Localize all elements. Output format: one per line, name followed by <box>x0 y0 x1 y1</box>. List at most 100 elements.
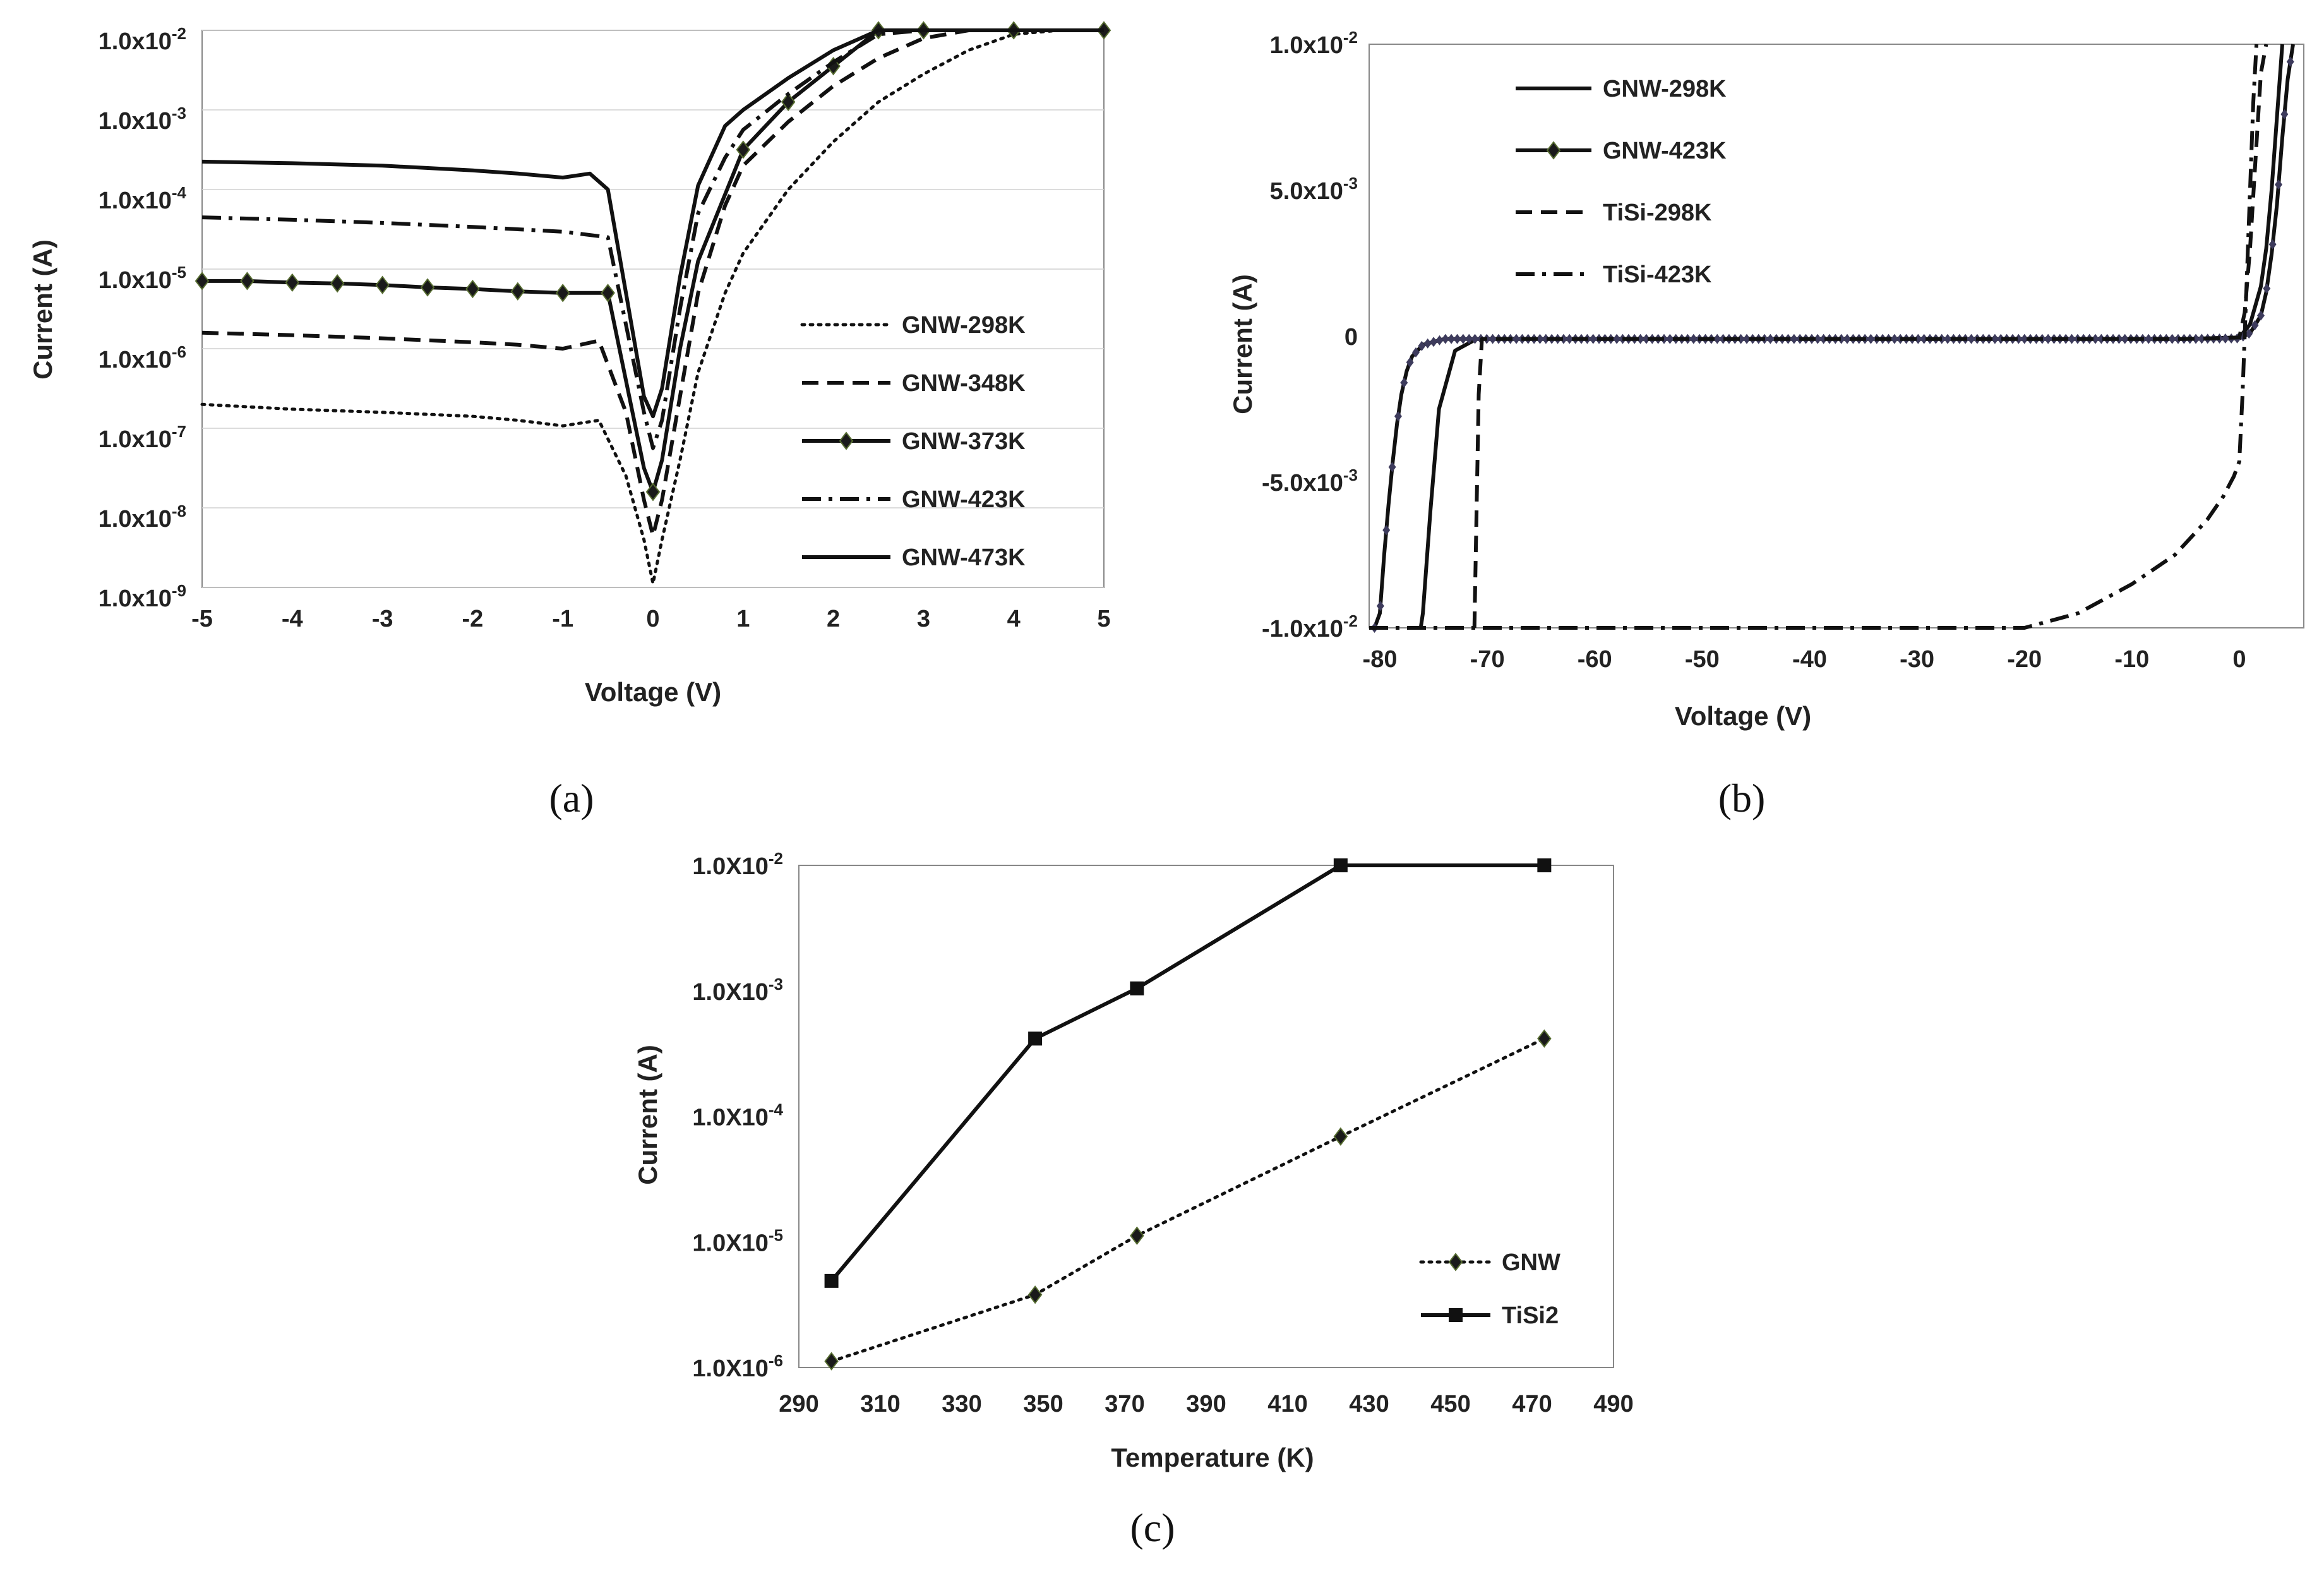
y-axis-label-b: Current (A) <box>1228 274 1257 414</box>
x-tick-label-a: 5 <box>1097 606 1110 632</box>
panel-b: -80 -70 -60 -50 -40 -30 -20 -10 0 1.0x10-2 5.0x10… <box>1228 28 2304 821</box>
x-tick-label-c: 330 <box>942 1391 981 1417</box>
legend-marker-b-GNW-423K <box>1546 141 1561 160</box>
marker-b-GNW-423K <box>2097 334 2105 344</box>
marker-b-GNW-423K <box>1819 334 1828 344</box>
marker-b-GNW-423K <box>2168 334 2176 344</box>
marker-b-GNW-423K <box>1766 334 1775 344</box>
y-tick-label-b: -5.0x10-3 <box>1262 466 1358 496</box>
y-tick-label-b: -1.0x10-2 <box>1262 611 1358 642</box>
gridlines-a <box>202 30 1104 588</box>
marker-b-GNW-423K <box>2068 334 2076 344</box>
panel-c: 290 310 330 350 370 390 410 430 450 470 490 1.0X10… <box>633 849 1634 1550</box>
x-axis-label-b: Voltage (V) <box>1675 701 1811 731</box>
y-tick-label-b: 1.0x10-2 <box>1270 28 1358 59</box>
x-tick-label-b: -10 <box>2114 646 2149 673</box>
series-group-b <box>1369 44 2295 633</box>
x-tick-label-b: -40 <box>1792 646 1827 673</box>
legend-item-b-GNW-298K: GNW-298K <box>1516 76 1727 102</box>
x-tick-label-c: 390 <box>1186 1391 1226 1417</box>
legend-label-a-GNW-473K: GNW-473K <box>902 544 1026 571</box>
y-tick-label-c: 1.0X10-6 <box>692 1351 783 1382</box>
marker-b-GNW-423K <box>1388 462 1396 472</box>
x-axis-label-c: Temperature (K) <box>1111 1443 1314 1472</box>
marker-b-GNW-423K <box>1713 334 1722 344</box>
line-b-TiSi-298K <box>1472 44 2268 628</box>
y-tick-label-c: 1.0X10-4 <box>692 1100 783 1131</box>
marker-b-GNW-423K <box>1376 601 1384 611</box>
marker-b-GNW-423K <box>2256 310 2265 321</box>
x-ticks-c: 290 310 330 350 370 390 410 430 450 470 490 <box>779 1391 1633 1417</box>
series-a-GNW-423K <box>201 28 1104 450</box>
marker-b-GNW-423K <box>2268 239 2277 249</box>
y-tick-label-b: 5.0x10-3 <box>1270 174 1358 205</box>
marker-a-GNW-373K <box>195 272 210 291</box>
legend-item-b-TiSi-298K: TiSi-298K <box>1516 200 1712 226</box>
marker-b-GNW-423K <box>1742 334 1751 344</box>
marker-b-GNW-423K <box>1642 334 1650 344</box>
legend-marker-c-GNW <box>1448 1253 1463 1271</box>
marker-b-GNW-423K <box>1613 334 1621 344</box>
legend-marker-c-TiSi2 <box>1449 1308 1463 1322</box>
marker-c-TiSi2 <box>824 1273 839 1288</box>
legend-a: GNW-298K GNW-348K GNW-373K GNW-423K GNW-473K <box>800 312 1026 571</box>
marker-b-GNW-423K <box>2245 328 2253 339</box>
line-a-GNW-348K <box>201 28 1104 538</box>
y-ticks-b: 1.0x10-2 5.0x10-3 0 -5.0x10-3 -1.0x10-2 <box>1262 28 1358 642</box>
marker-b-GNW-423K <box>2115 334 2123 344</box>
series-group-c <box>824 858 1552 1371</box>
marker-b-GNW-423K <box>1636 334 1644 344</box>
x-tick-label-c: 310 <box>860 1391 900 1417</box>
marker-a-GNW-373K <box>736 140 751 159</box>
x-tick-label-c: 450 <box>1430 1391 1470 1417</box>
marker-b-GNW-423K <box>1542 334 1550 344</box>
series-b-TiSi-298K <box>1472 44 2268 628</box>
marker-a-GNW-373K <box>420 278 435 297</box>
marker-b-GNW-423K <box>2221 333 2229 344</box>
line-a-GNW-473K <box>201 28 1104 419</box>
marker-b-GNW-423K <box>2251 320 2259 330</box>
marker-b-GNW-423K <box>2145 334 2153 344</box>
legend-label-a-GNW-423K: GNW-423K <box>902 486 1026 513</box>
x-tick-label-a: 2 <box>827 606 840 632</box>
marker-a-GNW-373K <box>601 284 615 303</box>
marker-c-TiSi2 <box>1537 858 1552 872</box>
y-axis-label-c: Current (A) <box>633 1045 662 1185</box>
marker-a-GNW-373K <box>555 284 570 303</box>
caption-a: (a) <box>549 776 594 821</box>
marker-b-GNW-423K <box>1589 334 1597 344</box>
y-ticks-a: 1.0x10-2 1.0x10-3 1.0x10-4 1.0x10-5 1.0x10-6… <box>99 24 187 612</box>
marker-b-GNW-423K <box>1790 334 1798 344</box>
marker-b-GNW-423K <box>1719 334 1727 344</box>
marker-c-GNW <box>1333 1127 1348 1146</box>
x-tick-label-a: -3 <box>372 606 393 632</box>
series-group-a <box>195 21 1111 586</box>
series-a-GNW-473K <box>201 28 1104 419</box>
marker-b-GNW-423K <box>1689 334 1698 344</box>
marker-b-GNW-423K <box>1814 334 1822 344</box>
x-tick-label-c: 290 <box>779 1391 818 1417</box>
marker-b-GNW-423K <box>1666 334 1674 344</box>
series-a-GNW-298K <box>200 28 1106 586</box>
marker-b-GNW-423K <box>1920 334 1928 344</box>
legend-item-a-GNW-423K: GNW-423K <box>802 486 1026 513</box>
legend-item-c-GNW: GNW <box>1419 1249 1560 1276</box>
marker-a-GNW-373K <box>240 272 255 291</box>
line-a-GNW-298K <box>200 28 1106 586</box>
marker-b-GNW-423K <box>1512 334 1521 344</box>
legend-item-b-GNW-423K: GNW-423K <box>1516 138 1727 164</box>
y-axis-label-a: Current (A) <box>28 239 57 380</box>
marker-b-GNW-423K <box>1453 334 1461 344</box>
legend-label-b-GNW-423K: GNW-423K <box>1603 138 1727 164</box>
x-tick-label-a: -2 <box>462 606 484 632</box>
y-tick-label-a: 1.0x10-9 <box>99 581 186 612</box>
marker-b-GNW-423K <box>1430 337 1438 347</box>
marker-b-GNW-423K <box>1465 334 1473 344</box>
y-tick-label-a: 1.0x10-4 <box>99 183 187 214</box>
marker-b-GNW-423K <box>1400 377 1408 388</box>
marker-c-GNW <box>1027 1285 1043 1304</box>
marker-b-GNW-423K <box>1412 347 1420 358</box>
y-tick-label-b: 0 <box>1345 324 1358 351</box>
x-tick-label-a: -1 <box>552 606 573 632</box>
marker-c-TiSi2 <box>1130 981 1144 995</box>
